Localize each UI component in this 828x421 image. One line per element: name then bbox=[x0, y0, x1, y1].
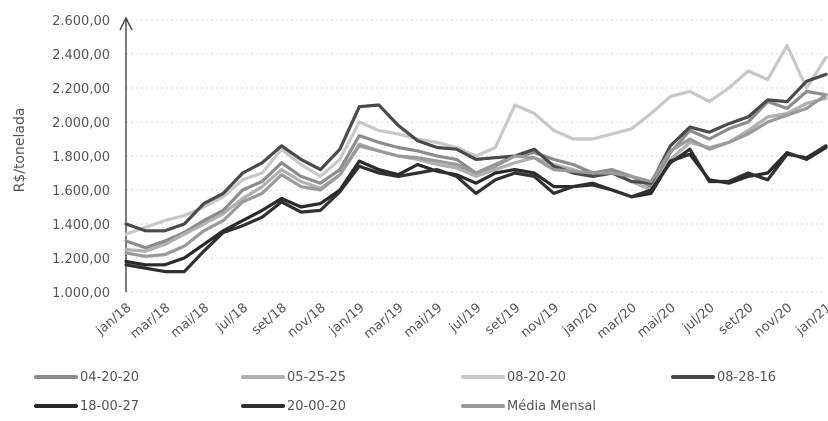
y-tick-label: 2.600,00 bbox=[52, 14, 110, 29]
y-tick-label: 1.000,00 bbox=[52, 286, 110, 301]
x-tick-label: jan/18 bbox=[93, 300, 135, 338]
x-tick-label: set/20 bbox=[716, 300, 757, 338]
legend-label: 08-28-16 bbox=[717, 370, 776, 385]
series-line bbox=[124, 144, 828, 274]
legend-item: 08-20-20 bbox=[461, 370, 566, 385]
x-tick-label: jul/20 bbox=[679, 300, 717, 336]
legend-label: 05-25-25 bbox=[287, 370, 346, 385]
x-tick-label: jul/18 bbox=[213, 300, 251, 336]
series-lines bbox=[124, 43, 828, 274]
x-tick-label: nov/18 bbox=[285, 300, 329, 340]
legend-item: Média Mensal bbox=[461, 399, 596, 414]
x-tick-label: nov/19 bbox=[518, 300, 562, 340]
y-tick-label: 2.400,00 bbox=[52, 48, 110, 63]
legend-label: 04-20-20 bbox=[80, 370, 139, 385]
x-tick-label: jan/20 bbox=[559, 300, 601, 338]
y-axis-ticks: 1.000,00 1.200,00 1.400,00 1.600,00 1.800,00… bbox=[52, 14, 110, 301]
x-tick-label: set/18 bbox=[249, 300, 290, 338]
legend-label: 18-00-27 bbox=[80, 399, 139, 414]
x-tick-label: mai/19 bbox=[401, 300, 445, 341]
y-tick-label: 1.800,00 bbox=[52, 150, 110, 165]
x-tick-label: set/19 bbox=[482, 300, 523, 338]
x-tick-label: mai/20 bbox=[635, 300, 679, 341]
x-tick-label: mar/19 bbox=[361, 300, 407, 342]
y-tick-label: 2.200,00 bbox=[52, 82, 110, 97]
legend: 04-20-20 05-25-25 08-20-20 08-28-16 18-00-27… bbox=[34, 370, 776, 414]
x-tick-label: nov/20 bbox=[751, 300, 795, 340]
x-tick-label: mar/18 bbox=[128, 300, 174, 342]
legend-item: 04-20-20 bbox=[34, 370, 139, 385]
x-tick-label: mar/20 bbox=[594, 300, 640, 342]
x-tick-label: mai/18 bbox=[168, 300, 212, 341]
y-axis bbox=[119, 16, 133, 292]
x-tick-label: jan/21 bbox=[793, 300, 828, 338]
y-tick-label: 1.400,00 bbox=[52, 218, 110, 233]
legend-label: 20-00-20 bbox=[287, 399, 346, 414]
x-tick-label: jul/19 bbox=[446, 300, 484, 336]
x-tick-label: jan/19 bbox=[326, 300, 368, 338]
series-line bbox=[124, 72, 828, 233]
y-tick-label: 2.000,00 bbox=[52, 116, 110, 131]
legend-item: 05-25-25 bbox=[241, 370, 346, 385]
legend-item: 18-00-27 bbox=[34, 399, 139, 414]
legend-item: 20-00-20 bbox=[241, 399, 346, 414]
legend-label: Média Mensal bbox=[507, 399, 596, 414]
y-tick-label: 1.200,00 bbox=[52, 252, 110, 267]
y-axis-label: R$/tonelada bbox=[12, 108, 28, 193]
y-tick-label: 1.600,00 bbox=[52, 184, 110, 199]
legend-label: 08-20-20 bbox=[507, 370, 566, 385]
legend-item: 08-28-16 bbox=[671, 370, 776, 385]
series-line bbox=[124, 43, 828, 236]
series-line bbox=[124, 93, 828, 258]
